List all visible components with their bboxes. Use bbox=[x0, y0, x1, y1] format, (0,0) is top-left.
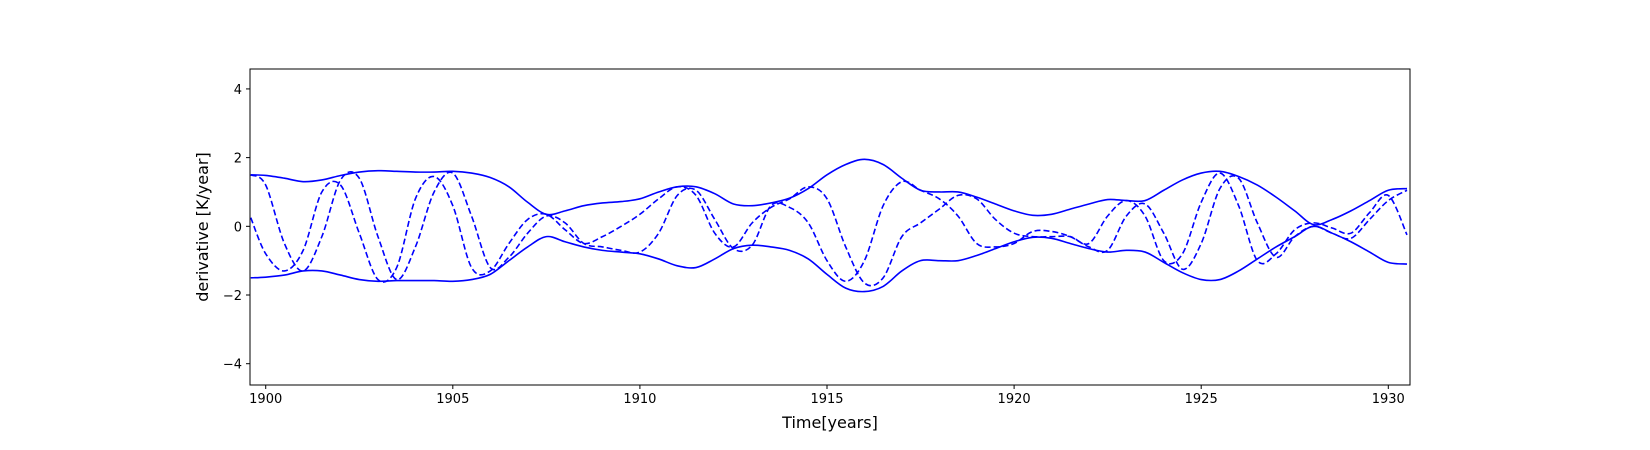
y-axis-label: derivative [K/year] bbox=[193, 152, 212, 301]
y-tick-label: −4 bbox=[223, 358, 242, 373]
x-tick-label: 1905 bbox=[436, 392, 469, 407]
x-tick-label: 1920 bbox=[998, 392, 1031, 407]
x-axis-label: Time[years] bbox=[781, 413, 878, 432]
y-tick-label: 0 bbox=[234, 220, 242, 235]
axes-frame bbox=[249, 68, 1411, 386]
plot-area bbox=[250, 158, 1408, 293]
dashed-line bbox=[250, 171, 1408, 283]
y-tick-label: −2 bbox=[223, 289, 242, 304]
x-tick-label: 1925 bbox=[1185, 392, 1218, 407]
x-tick-label: 1930 bbox=[1372, 392, 1405, 407]
x-tick-label: 1910 bbox=[623, 392, 656, 407]
solid-line bbox=[250, 225, 1408, 293]
y-tick-label: 2 bbox=[234, 152, 242, 167]
y-tick-label: 4 bbox=[234, 83, 242, 98]
dashed-line bbox=[250, 172, 1408, 287]
x-tick-label: 1915 bbox=[810, 392, 843, 407]
solid-line bbox=[250, 158, 1408, 226]
x-tick-label: 1900 bbox=[249, 392, 282, 407]
